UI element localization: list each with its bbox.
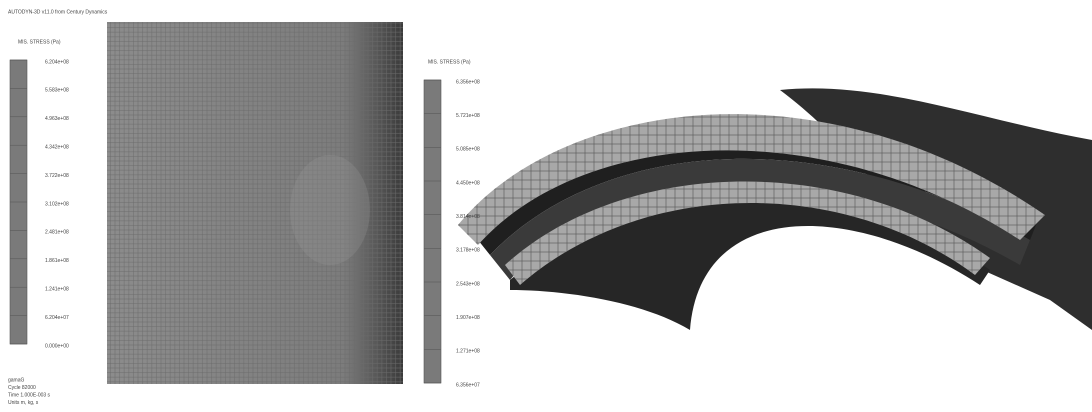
legend-label: 3.178e+08 xyxy=(456,248,480,254)
legend-label: 5.085e+08 xyxy=(456,147,480,153)
legend-label: 2.543e+08 xyxy=(456,281,480,287)
legend-label: 4.450e+08 xyxy=(456,180,480,186)
screenshot: AUTODYN-3D v11.0 from Century Dynamics M… xyxy=(0,0,1092,412)
info-line: gamaG xyxy=(8,377,25,383)
app-title: AUTODYN-3D v11.0 from Century Dynamics xyxy=(8,9,108,15)
model-3d xyxy=(458,88,1092,330)
legend-label: 3.722e+08 xyxy=(45,173,69,179)
legend-label: 2.481e+08 xyxy=(45,230,69,236)
info-line: Units m, kg, s xyxy=(8,400,39,406)
legend-label: 6.204e+07 xyxy=(45,315,69,321)
legend-label: 5.583e+08 xyxy=(45,88,69,94)
mesh-panel xyxy=(107,22,403,384)
legend-label: 3.814e+08 xyxy=(456,214,480,220)
legend-label: 1.271e+08 xyxy=(456,349,480,355)
legend-label: 1.861e+08 xyxy=(45,258,69,264)
legend-bar xyxy=(424,80,441,383)
legend-label: 6.356e+07 xyxy=(456,382,480,388)
canvas: AUTODYN-3D v11.0 from Century Dynamics M… xyxy=(0,0,1092,412)
legend-label: 5.721e+08 xyxy=(456,113,480,119)
info-line: Cycle 82000 xyxy=(8,385,36,391)
legend-label: 1.907e+08 xyxy=(456,315,480,321)
legend-title: MIS. STRESS (Pa) xyxy=(18,39,61,45)
legend-label: 6.356e+08 xyxy=(456,79,480,85)
legend-title: MIS. STRESS (Pa) xyxy=(428,59,471,65)
legend-label: 3.102e+08 xyxy=(45,201,69,207)
legend-label: 4.963e+08 xyxy=(45,116,69,122)
legend-label: 1.241e+08 xyxy=(45,287,69,293)
legend-label: 6.204e+08 xyxy=(45,59,69,65)
info-line: Time 1.000E-003 s xyxy=(8,392,51,398)
legend-label: 4.342e+08 xyxy=(45,145,69,151)
legend-label: 0.000e+00 xyxy=(45,343,69,349)
